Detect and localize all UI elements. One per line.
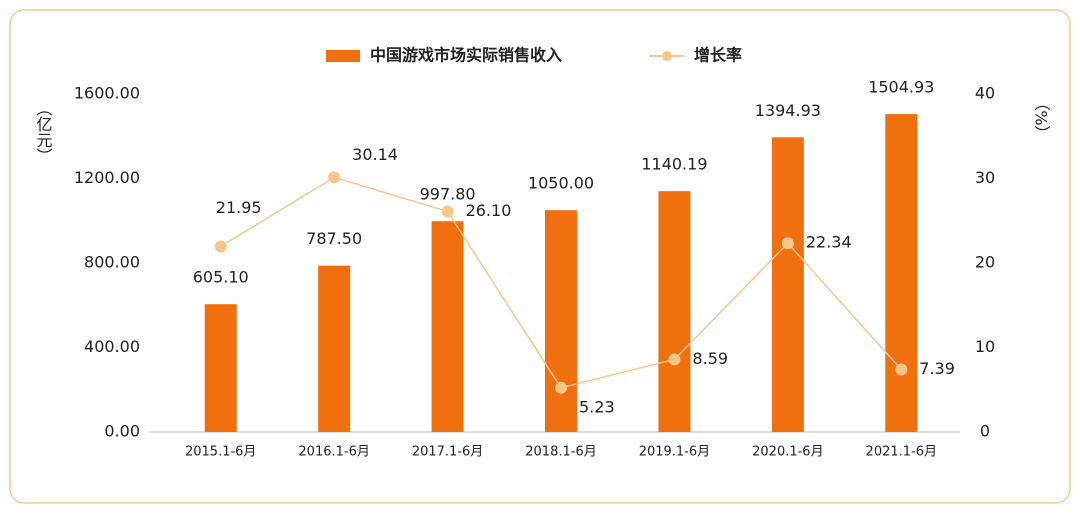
line-value-label: 7.39	[919, 359, 955, 378]
y-tick-label: 1600.00	[74, 84, 140, 103]
y-tick-label: 1200.00	[74, 168, 140, 187]
bar	[545, 210, 577, 432]
y-tick-label: 800.00	[84, 253, 140, 272]
line-value-label: 26.10	[466, 201, 512, 220]
x-tick-label: 2020.1-6月	[752, 445, 823, 460]
line-value-label: 5.23	[579, 397, 615, 416]
line-value-label: 22.34	[806, 233, 852, 252]
legend-label: 中国游戏市场实际销售收入	[370, 46, 562, 65]
y-tick-label: 0.00	[104, 422, 140, 441]
y2-axis-title: （%）	[1032, 94, 1051, 141]
y2-tick-label: 20	[975, 253, 995, 272]
line-point	[895, 363, 908, 376]
bar	[431, 221, 464, 432]
y-axis-title: （亿元）	[34, 100, 53, 164]
x-tick-label: 2017.1-6月	[412, 445, 483, 460]
x-tick-label: 2015.1-6月	[185, 445, 256, 460]
line-point	[555, 381, 567, 394]
y2-tick-label: 30	[975, 168, 995, 187]
bar	[658, 191, 691, 432]
x-tick-label: 2021.1-6月	[866, 445, 937, 460]
bar-value-label: 1394.93	[755, 101, 821, 120]
legend-label: 增长率	[694, 46, 742, 65]
frame	[9, 9, 1071, 504]
bar-value-label: 787.50	[306, 229, 362, 248]
x-tick-label: 2019.1-6月	[639, 445, 710, 460]
y-tick-label: 400.00	[84, 337, 140, 356]
bar-value-label: 1140.19	[641, 155, 707, 174]
line-point	[214, 240, 227, 253]
bar-value-label: 605.10	[193, 268, 249, 287]
line-point	[441, 205, 454, 218]
bar	[318, 265, 351, 432]
x-tick-label: 2016.1-6月	[298, 445, 369, 460]
bar-value-label: 1504.93	[868, 78, 934, 97]
y2-tick-label: 40	[975, 84, 995, 103]
legend-swatch	[662, 51, 672, 61]
line-value-label: 8.59	[692, 349, 728, 368]
line-point	[781, 237, 794, 250]
y2-tick-label: 10	[975, 337, 995, 356]
legend-swatch	[326, 50, 360, 62]
bar	[771, 137, 804, 432]
x-tick-label: 2018.1-6月	[525, 445, 596, 460]
bar-value-label: 997.80	[420, 185, 476, 204]
bar-value-label: 1050.00	[528, 174, 594, 193]
line-point	[328, 171, 341, 184]
line-point	[668, 353, 681, 366]
y2-tick-label: 0	[980, 422, 990, 441]
line-value-label: 30.14	[352, 145, 398, 164]
bar	[204, 304, 237, 432]
bar	[885, 114, 918, 433]
line-value-label: 21.95	[216, 198, 262, 217]
